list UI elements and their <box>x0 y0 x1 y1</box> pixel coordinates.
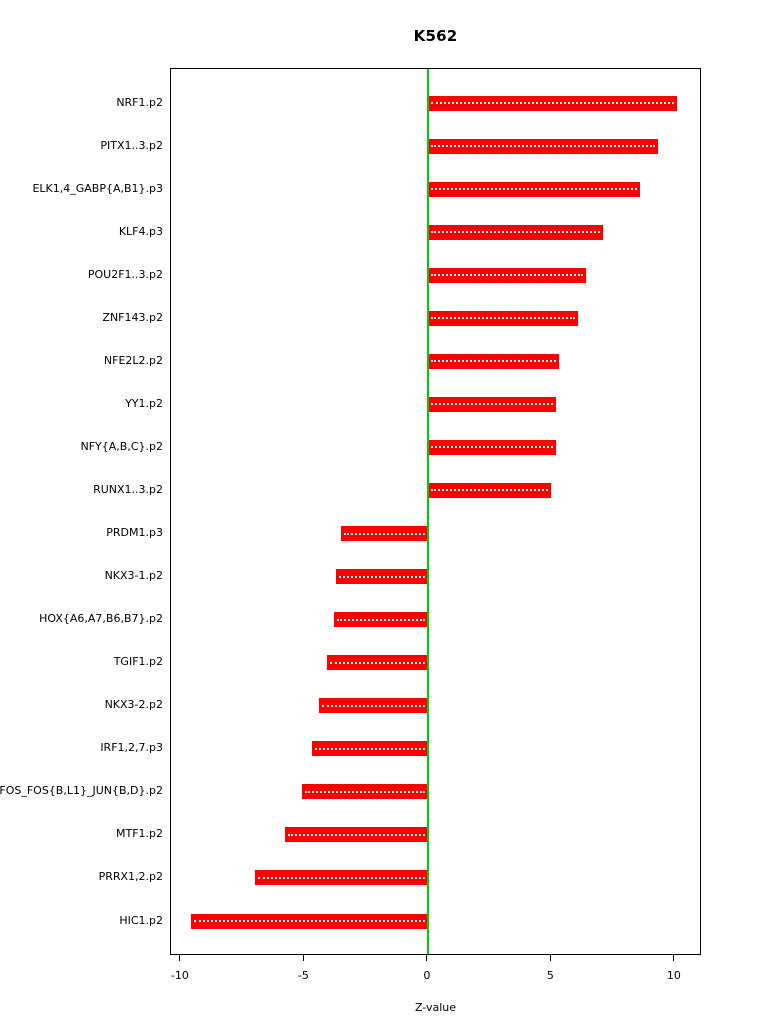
bar <box>254 870 428 886</box>
bar-center-dotted-line <box>304 790 425 793</box>
bar-center-dotted-line <box>329 661 425 664</box>
bar-center-dotted-line <box>430 317 576 320</box>
bar-center-dotted-line <box>257 876 425 879</box>
y-axis-tick-label: MTF1.p2 <box>115 827 163 841</box>
y-axis-tick-label: PITX1..3.p2 <box>100 138 163 152</box>
x-axis-tick-mark <box>673 955 675 961</box>
bar <box>341 526 428 542</box>
bar-center-dotted-line <box>430 231 601 234</box>
y-axis-tick-label: NRF1.p2 <box>116 95 163 109</box>
bar <box>427 482 552 498</box>
x-axis-tick-label: -10 <box>170 969 189 982</box>
bar-center-dotted-line <box>344 532 425 535</box>
bar <box>427 267 586 283</box>
y-axis-tick-label: HOX{A6,A7,B6,B7}.p2 <box>39 612 163 626</box>
bar-center-dotted-line <box>337 618 425 621</box>
bar <box>326 655 428 671</box>
x-axis-tick-label: -5 <box>297 969 309 982</box>
bar-center-dotted-line <box>430 403 554 406</box>
bar <box>319 698 428 714</box>
y-axis-tick-label: YY1.p2 <box>125 396 163 410</box>
bar-center-dotted-line <box>322 704 425 707</box>
bar-center-dotted-line <box>430 188 638 191</box>
y-axis-tick-label: POU2F1..3.p2 <box>87 267 163 281</box>
x-axis-tick-mark <box>549 955 551 961</box>
y-axis-tick-label: NFE2L2.p2 <box>103 353 163 367</box>
bar-center-dotted-line <box>287 833 425 836</box>
chart-title: K562 <box>413 27 458 45</box>
bar-center-dotted-line <box>193 920 425 922</box>
y-axis-tick-label: NFY{A,B,C}.p2 <box>80 439 164 453</box>
x-axis-tick-mark <box>426 955 428 961</box>
bar <box>427 310 579 326</box>
y-axis-tick-label: RUNX1..3.p2 <box>93 482 163 496</box>
bar <box>427 138 658 154</box>
bar-center-dotted-line <box>430 274 583 277</box>
bar <box>311 741 428 757</box>
bar-center-dotted-line <box>339 575 425 578</box>
y-axis-tick-label: FOS_FOS{B,L1}_JUN{B,D}.p2 <box>0 784 163 798</box>
bar <box>427 353 559 369</box>
y-axis-tick-label: PRDM1.p3 <box>106 526 163 540</box>
y-axis-tick-label: ELK1,4_GABP{A,B1}.p3 <box>32 181 163 195</box>
bar <box>427 439 557 455</box>
y-axis-tick-label: PRRX1,2.p2 <box>98 870 163 884</box>
y-axis-tick-label: TGIF1.p2 <box>113 655 163 669</box>
bar <box>336 569 428 585</box>
bar <box>284 827 428 843</box>
bar-center-dotted-line <box>430 446 554 449</box>
plot-area <box>170 68 701 955</box>
x-axis-tick-mark <box>179 955 181 961</box>
bar <box>427 224 604 240</box>
y-axis-tick-label: IRF1,2,7.p3 <box>100 741 163 755</box>
x-axis-tick-label: 0 <box>423 969 431 982</box>
x-axis-tick-mark <box>302 955 304 961</box>
bar <box>334 612 428 628</box>
zero-reference-line <box>427 69 429 954</box>
bar <box>301 784 428 800</box>
bar <box>427 396 557 412</box>
bar-center-dotted-line <box>314 747 425 750</box>
y-axis-tick-label: NKX3-1.p2 <box>104 569 163 583</box>
y-axis-tick-label: ZNF143.p2 <box>102 310 163 324</box>
bar-center-dotted-line <box>430 360 556 363</box>
bar-center-dotted-line <box>430 102 675 104</box>
x-axis-title: Z-value <box>414 1001 457 1014</box>
bar <box>427 95 678 111</box>
bar <box>190 913 428 929</box>
y-axis-tick-label: KLF4.p3 <box>118 224 163 238</box>
x-axis-tick-label: 10 <box>666 969 681 982</box>
x-axis-tick-label: 5 <box>546 969 554 982</box>
y-axis-tick-label: HIC1.p2 <box>119 913 163 927</box>
bar-center-dotted-line <box>430 145 655 148</box>
bar <box>427 181 641 197</box>
bar-center-dotted-line <box>430 489 549 492</box>
y-axis-tick-label: NKX3-2.p2 <box>104 698 163 712</box>
